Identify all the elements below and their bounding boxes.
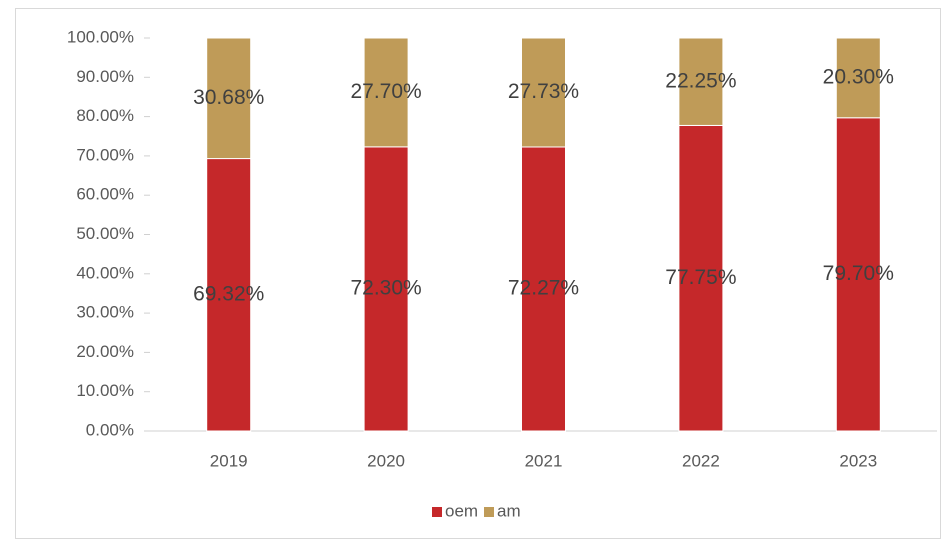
legend-swatch (432, 507, 442, 517)
y-tick-label: 30.00% (76, 303, 134, 322)
y-tick-label: 10.00% (76, 381, 134, 400)
x-tick-label: 2022 (682, 451, 720, 470)
data-label: 27.73% (508, 80, 579, 103)
y-tick-label: 0.00% (86, 420, 134, 439)
bar-segment (521, 37, 566, 148)
x-tick-label: 2023 (839, 451, 877, 470)
bar-segment (678, 124, 724, 432)
bar-segment (206, 158, 252, 432)
y-tick-label: 20.00% (76, 342, 134, 361)
data-label: 79.70% (823, 262, 894, 285)
data-label: 20.30% (823, 65, 894, 88)
x-tick-label: 2021 (525, 451, 563, 470)
data-label: 27.70% (350, 80, 421, 103)
data-label: 22.25% (665, 69, 736, 92)
bar-segment (521, 146, 566, 432)
legend-label: oem (445, 501, 478, 520)
legend-swatch (484, 507, 494, 517)
y-tick-label: 100.00% (67, 27, 134, 46)
y-tick-label: 50.00% (76, 224, 134, 243)
x-tick-label: 2019 (210, 451, 248, 470)
data-label: 77.75% (665, 266, 736, 289)
bar-segment (363, 37, 409, 148)
y-tick-label: 70.00% (76, 145, 134, 164)
data-label: 69.32% (193, 282, 264, 305)
data-label: 30.68% (193, 86, 264, 109)
chart-border (15, 8, 941, 539)
bar-segment (206, 37, 252, 160)
bar-segment (678, 37, 724, 126)
y-tick-label: 40.00% (76, 263, 134, 282)
y-tick-label: 80.00% (76, 106, 134, 125)
data-label: 72.27% (508, 277, 579, 300)
x-tick-label: 2020 (367, 451, 405, 470)
legend-label: am (497, 501, 521, 520)
y-tick-label: 90.00% (76, 67, 134, 86)
bar-segment (835, 37, 881, 119)
data-label: 72.30% (350, 276, 421, 299)
y-tick-label: 60.00% (76, 185, 134, 204)
